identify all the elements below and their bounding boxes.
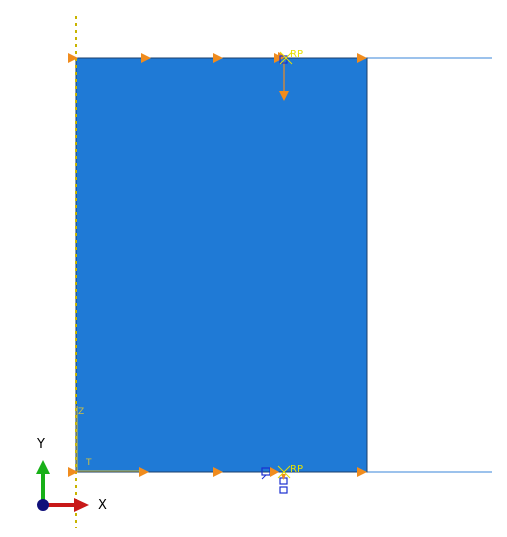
reference-point-label: RP [290, 464, 303, 475]
triad-y-arrow-icon [36, 460, 50, 474]
triad-y-label: Y [36, 437, 45, 452]
triad-x-arrow-icon [74, 498, 89, 512]
bc-link [262, 475, 266, 479]
part-body[interactable] [76, 58, 367, 472]
reference-point-label: RP [290, 49, 303, 60]
local-csys-z-label: Z [78, 407, 84, 417]
local-csys-t-label: T [85, 458, 92, 468]
boundary-condition-icon [280, 487, 287, 493]
triad-origin [37, 499, 49, 511]
triad-x-label: X [98, 498, 107, 513]
